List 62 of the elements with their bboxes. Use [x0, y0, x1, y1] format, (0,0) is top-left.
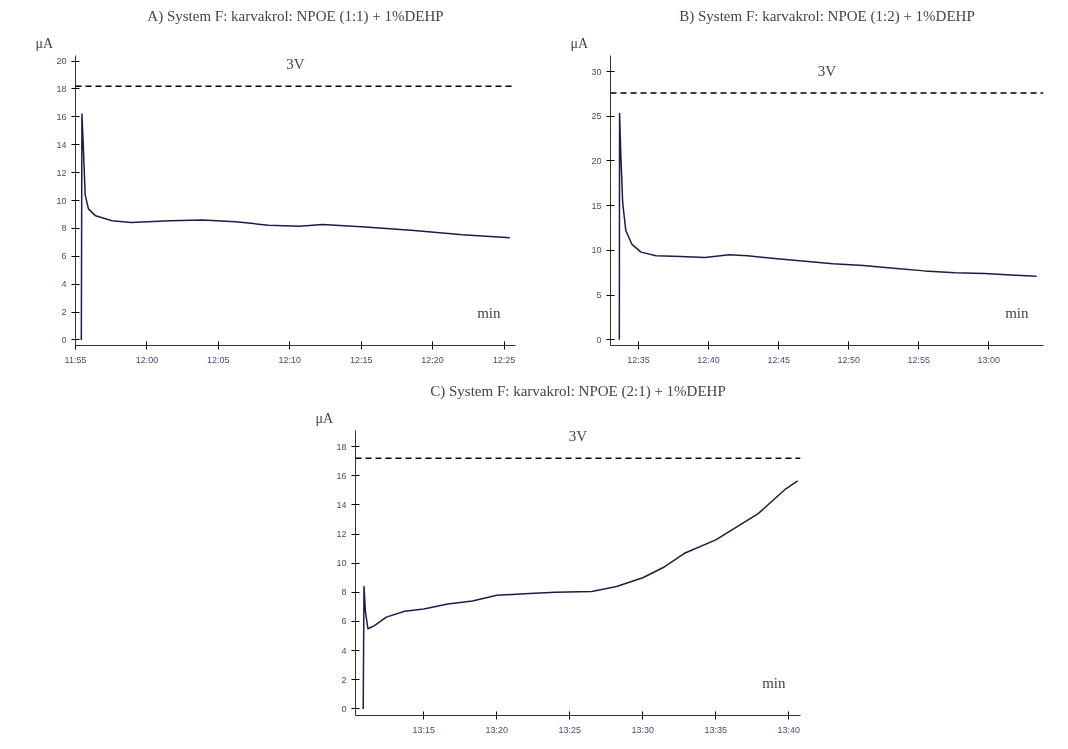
- y-tick-label: 10: [56, 195, 67, 206]
- x-tick-label: 11:55: [64, 354, 87, 365]
- x-tick-label: 12:15: [349, 354, 373, 365]
- y-tick-label: 14: [336, 499, 347, 510]
- x-tick-label: 12:45: [767, 354, 790, 365]
- y-tick-label: 15: [591, 200, 602, 211]
- y-tick-label: 20: [591, 155, 602, 166]
- x-tick-label: 13:20: [485, 724, 509, 735]
- y-tick-label: 18: [336, 441, 347, 452]
- y-tick-label: 25: [591, 111, 602, 122]
- x-tick-label: 13:15: [412, 724, 436, 735]
- x-axis-title: min: [477, 304, 501, 321]
- line-series: [362, 480, 799, 710]
- line-series: [80, 113, 511, 341]
- y-tick-label: 30: [591, 66, 602, 77]
- y-tick-label: 6: [341, 616, 347, 627]
- x-axis-title: min: [1005, 304, 1029, 321]
- line-series: [618, 112, 1038, 341]
- x-tick-label: 12:20: [421, 354, 444, 365]
- x-tick-label: 12:25: [492, 354, 516, 365]
- y-tick-label: 5: [596, 290, 602, 301]
- ref-line-label: 3V: [286, 56, 305, 73]
- y-tick-label: 16: [56, 111, 67, 122]
- y-tick-label: 10: [591, 245, 602, 256]
- y-tick-label: 4: [61, 279, 67, 290]
- y-tick-label: 16: [336, 470, 347, 481]
- chart-title: C) System F: karvakrol: NPOE (2:1) + 1%DEHP: [430, 382, 726, 400]
- x-axis-title: min: [762, 674, 786, 691]
- y-tick-label: 20: [56, 56, 67, 67]
- y-tick-label: 18: [56, 83, 67, 94]
- x-tick-label: 12:40: [697, 354, 720, 365]
- y-tick-label: 0: [596, 334, 602, 345]
- y-axis-title: μA: [315, 410, 335, 426]
- y-tick-label: 14: [56, 139, 67, 150]
- ref-line-label: 3V: [568, 428, 588, 445]
- y-tick-label: 6: [61, 251, 67, 262]
- y-tick-label: 8: [341, 587, 347, 598]
- x-tick-label: 12:55: [907, 354, 931, 365]
- y-tick-label: 10: [336, 558, 347, 569]
- y-tick-label: 2: [61, 307, 67, 318]
- y-tick-label: 12: [336, 529, 347, 539]
- x-tick-label: 13:00: [977, 354, 1001, 365]
- y-axis-title: μA: [570, 35, 590, 51]
- x-tick-label: 13:30: [631, 724, 655, 735]
- x-tick-label: 13:40: [777, 724, 801, 735]
- x-tick-label: 12:35: [627, 354, 650, 365]
- ref-line-label: 3V: [817, 63, 837, 80]
- chart-title: A) System F: karvakrol: NPOE (1:1) + 1%DEHP: [147, 7, 444, 25]
- y-tick-label: 2: [341, 674, 347, 685]
- y-tick-label: 4: [341, 645, 347, 656]
- y-tick-label: 0: [61, 334, 67, 345]
- x-tick-label: 12:10: [278, 354, 302, 365]
- x-tick-label: 13:25: [558, 724, 582, 735]
- x-tick-label: 12:05: [207, 354, 230, 365]
- x-tick-label: 12:00: [135, 354, 159, 365]
- y-tick-label: 0: [341, 703, 347, 714]
- x-tick-label: 12:50: [837, 354, 860, 365]
- x-tick-label: 13:35: [704, 724, 728, 735]
- chart-title: B) System F: karvakrol: NPOE (1:2) + 1%DEHP: [679, 7, 975, 25]
- y-tick-label: 12: [56, 167, 67, 178]
- y-axis-title: μA: [35, 35, 55, 51]
- y-tick-label: 8: [61, 223, 67, 234]
